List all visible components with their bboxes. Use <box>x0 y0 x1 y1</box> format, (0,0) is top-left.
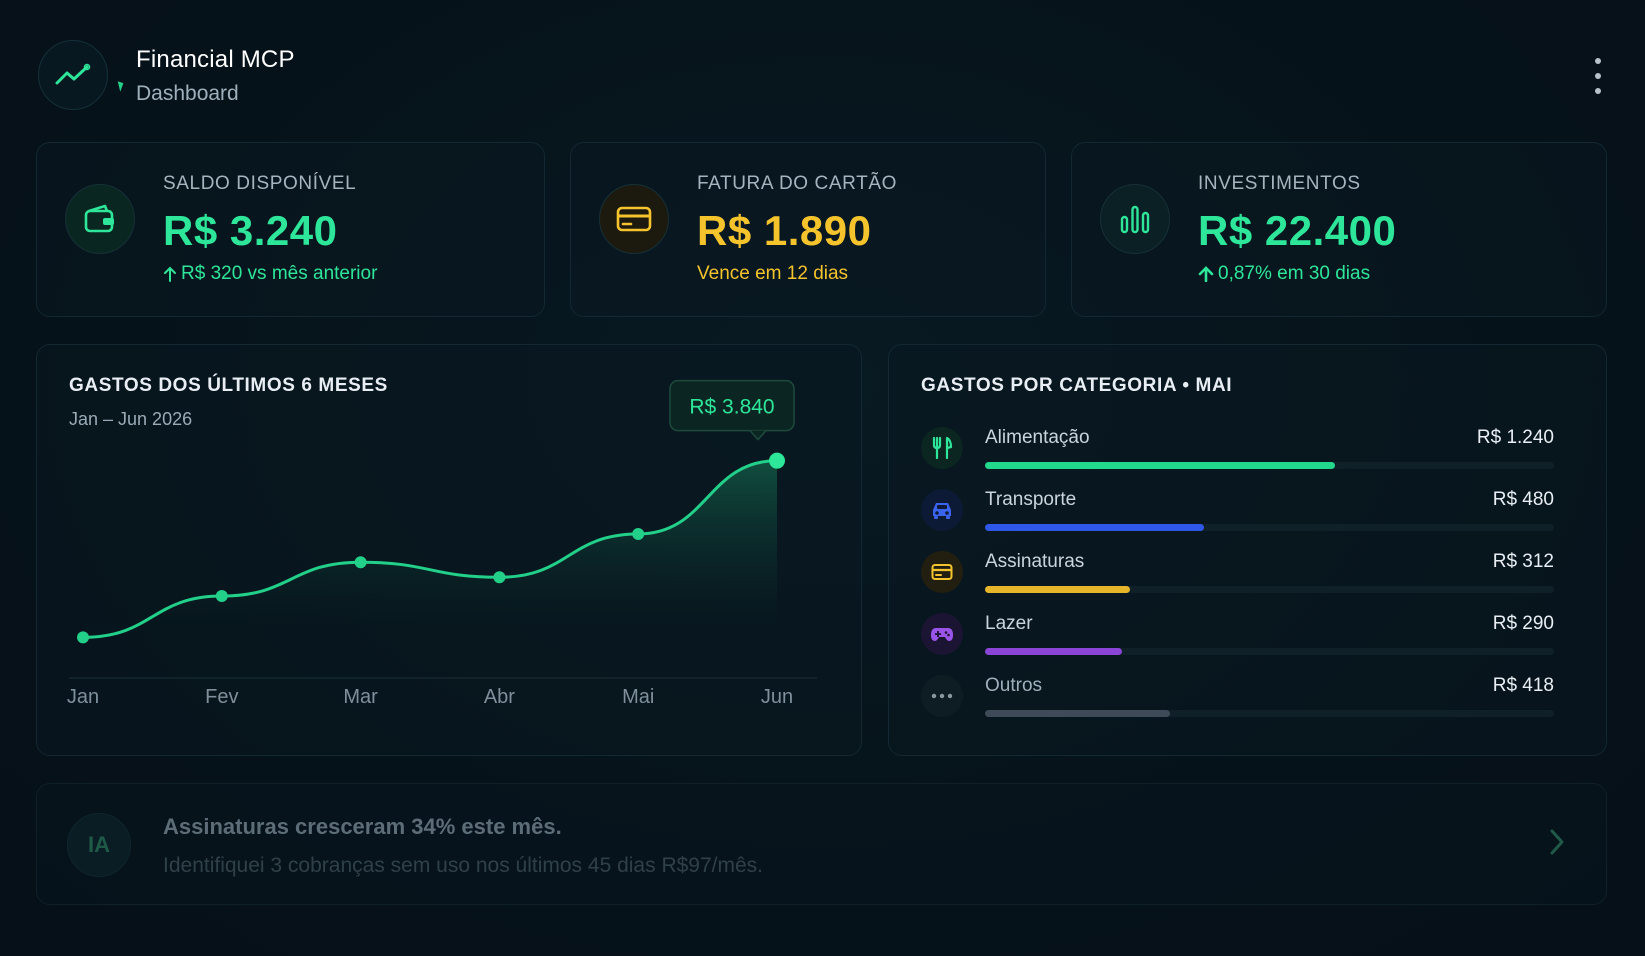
chevron-right-icon[interactable] <box>1548 828 1566 856</box>
stat-change: 0,87% em 30 dias <box>1198 263 1370 285</box>
category-row-assinaturas[interactable]: Assinaturas R$ 312 <box>921 551 1566 601</box>
gamepad-icon <box>921 613 963 655</box>
data-point <box>769 452 785 469</box>
insight-title: Assinaturas cresceram 34% este mês. <box>163 814 562 839</box>
stat-label: FATURA DO CARTÃO <box>697 173 897 194</box>
x-tick-label: Abr <box>484 686 515 708</box>
data-point <box>77 631 89 644</box>
category-panel: GASTOS POR CATEGORIA • MAI Alimentação R… <box>888 344 1607 756</box>
stat-change-text: R$ 320 vs mês anterior <box>181 263 378 284</box>
category-bar-track <box>985 648 1554 655</box>
insight-text: Identifiquei 3 cobranças sem uso nos últ… <box>163 854 763 877</box>
tooltip-label: R$ 3.840 <box>689 396 774 419</box>
series-line <box>82 459 778 639</box>
category-bar-fill <box>985 710 1170 717</box>
investments-card[interactable]: INVESTIMENTOS R$ 22.400 0,87% em 30 dias <box>1071 142 1607 317</box>
balance-card[interactable]: SALDO DISPONÍVEL R$ 3.240 R$ 320 vs mês … <box>36 142 545 317</box>
x-tick-label: Mar <box>343 686 378 708</box>
category-bar-track <box>985 524 1554 531</box>
category-bar-track <box>985 710 1554 717</box>
trend-up-icon <box>55 63 91 85</box>
category-name: Alimentação <box>985 427 1090 448</box>
category-bar-fill <box>985 462 1335 469</box>
area-fill <box>83 460 777 638</box>
tooltip-tail <box>749 430 767 441</box>
category-row-lazer[interactable]: Lazer R$ 290 <box>921 613 1566 663</box>
x-tick-label: Fev <box>205 686 238 708</box>
credit-card-icon <box>599 184 669 254</box>
stat-due: Vence em 12 dias <box>697 263 848 285</box>
stat-change-text: 0,87% em 30 dias <box>1218 263 1371 284</box>
x-tick-label: Jun <box>761 686 793 708</box>
wallet-icon <box>65 184 135 254</box>
category-value: R$ 312 <box>1492 551 1554 572</box>
category-value: R$ 418 <box>1492 675 1554 696</box>
category-value: R$ 1.240 <box>1476 427 1554 448</box>
bar-chart-icon <box>1100 184 1170 254</box>
category-row-outros[interactable]: Outros R$ 418 <box>921 675 1566 725</box>
category-name: Lazer <box>985 613 1033 634</box>
app-title: Financial MCP <box>136 46 295 73</box>
category-value: R$ 480 <box>1492 489 1554 510</box>
category-value: R$ 290 <box>1492 613 1554 634</box>
panel-title: GASTOS POR CATEGORIA • MAI <box>921 375 1233 396</box>
arrow-up-icon <box>164 266 176 282</box>
data-point <box>493 571 506 584</box>
category-name: Assinaturas <box>985 551 1085 572</box>
category-name: Outros <box>985 675 1043 696</box>
panel-subtitle: Jan – Jun 2026 <box>69 409 193 429</box>
app-header: Financial MCP Dashboard <box>38 40 1608 110</box>
category-row-transporte[interactable]: Transporte R$ 480 <box>921 489 1566 539</box>
data-point <box>354 556 367 569</box>
page-title: Dashboard <box>136 82 239 105</box>
stat-label: SALDO DISPONÍVEL <box>163 173 357 194</box>
category-bar-fill <box>985 648 1122 655</box>
stat-value: R$ 1.890 <box>697 207 872 254</box>
credit-card-icon <box>921 551 963 593</box>
app-logo <box>38 40 108 110</box>
ai-insight-card[interactable]: IA Assinaturas cresceram 34% este mês. I… <box>36 783 1607 905</box>
stat-change: R$ 320 vs mês anterior <box>163 263 377 285</box>
x-tick-label: Mai <box>622 686 654 708</box>
car-icon <box>921 489 963 531</box>
category-bar-track <box>985 462 1554 469</box>
panel-title: GASTOS DOS ÚLTIMOS 6 MESES <box>69 375 388 396</box>
data-point <box>215 590 228 603</box>
tooltip-box <box>669 379 795 432</box>
stat-value: R$ 3.240 <box>163 207 338 254</box>
category-bar-fill <box>985 524 1205 531</box>
more-vertical-icon[interactable] <box>1588 58 1608 94</box>
stat-value: R$ 22.400 <box>1198 207 1397 254</box>
arrow-up-icon <box>1198 266 1214 282</box>
data-point <box>632 528 645 540</box>
x-tick-label: Jan <box>67 686 99 708</box>
category-row-alimentacao[interactable]: Alimentação R$ 1.240 <box>921 427 1566 477</box>
status-indicator <box>114 81 124 92</box>
card-bill-card[interactable]: FATURA DO CARTÃO R$ 1.890 Vence em 12 di… <box>570 142 1046 317</box>
spending-chart-panel: GASTOS DOS ÚLTIMOS 6 MESES Jan – Jun 202… <box>36 344 862 756</box>
category-bar-fill <box>985 586 1131 593</box>
stat-due-text: Vence em 12 dias <box>697 263 849 284</box>
fork-knife-icon <box>921 427 963 469</box>
ai-badge: IA <box>67 813 131 877</box>
category-bar-track <box>985 586 1554 593</box>
category-name: Transporte <box>985 489 1077 510</box>
stat-label: INVESTIMENTOS <box>1198 173 1361 194</box>
spending-area-chart: Jan Fev Mar Abr Mai Jun R$ 3.840 <box>67 379 817 708</box>
more-horizontal-icon <box>921 675 963 717</box>
